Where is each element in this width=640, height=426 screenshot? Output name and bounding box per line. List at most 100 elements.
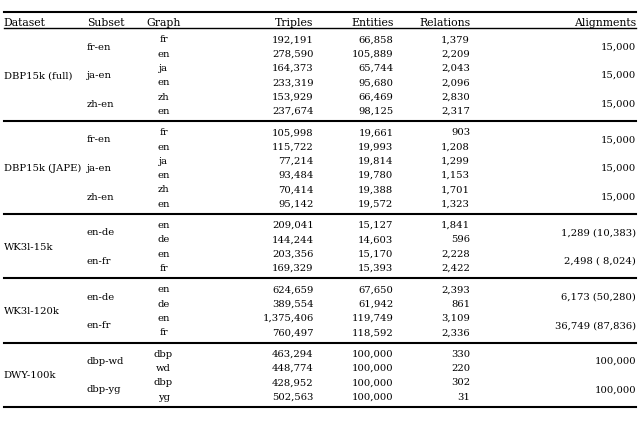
Text: 100,000: 100,000 <box>352 363 394 372</box>
Text: 100,000: 100,000 <box>595 385 636 394</box>
Text: Triples: Triples <box>275 18 314 28</box>
Text: fr: fr <box>159 35 168 44</box>
Text: 1,299: 1,299 <box>441 156 470 165</box>
Text: 2,393: 2,393 <box>442 285 470 294</box>
Text: 1,379: 1,379 <box>441 35 470 44</box>
Text: ja: ja <box>159 64 168 73</box>
Text: en: en <box>157 199 170 208</box>
Text: ja: ja <box>159 156 168 165</box>
Text: 2,096: 2,096 <box>442 78 470 87</box>
Text: en: en <box>157 106 170 115</box>
Text: de: de <box>157 235 170 244</box>
Text: de: de <box>157 299 170 308</box>
Text: 153,929: 153,929 <box>272 92 314 101</box>
Text: 15,000: 15,000 <box>601 164 636 173</box>
Text: 164,373: 164,373 <box>272 64 314 73</box>
Text: 1,323: 1,323 <box>441 199 470 208</box>
Text: 15,000: 15,000 <box>601 43 636 52</box>
Text: zh-en: zh-en <box>87 99 115 109</box>
Text: 15,000: 15,000 <box>601 192 636 201</box>
Text: 31: 31 <box>457 391 470 401</box>
Text: 1,289 (10,383): 1,289 (10,383) <box>561 228 636 237</box>
Text: dbp: dbp <box>154 377 173 386</box>
Text: 65,744: 65,744 <box>358 64 394 73</box>
Text: 624,659: 624,659 <box>272 285 314 294</box>
Text: 2,336: 2,336 <box>442 328 470 337</box>
Text: 1,153: 1,153 <box>441 171 470 180</box>
Text: DWY-100k: DWY-100k <box>4 370 56 379</box>
Text: fr-en: fr-en <box>87 135 111 144</box>
Text: 100,000: 100,000 <box>352 391 394 401</box>
Text: Subset: Subset <box>87 18 124 28</box>
Text: 19,661: 19,661 <box>358 128 394 137</box>
Text: Dataset: Dataset <box>4 18 46 28</box>
Text: 93,484: 93,484 <box>278 171 314 180</box>
Text: 209,041: 209,041 <box>272 221 314 230</box>
Text: 237,674: 237,674 <box>272 106 314 115</box>
Text: fr: fr <box>159 263 168 272</box>
Text: DBP15k (full): DBP15k (full) <box>4 71 72 80</box>
Text: 596: 596 <box>451 235 470 244</box>
Text: 861: 861 <box>451 299 470 308</box>
Text: 2,209: 2,209 <box>442 49 470 58</box>
Text: 428,952: 428,952 <box>272 377 314 386</box>
Text: zh-en: zh-en <box>87 192 115 201</box>
Text: 2,422: 2,422 <box>441 263 470 272</box>
Text: fr: fr <box>159 128 168 137</box>
Text: en: en <box>157 221 170 230</box>
Text: 1,701: 1,701 <box>441 185 470 194</box>
Text: 105,889: 105,889 <box>352 49 394 58</box>
Text: dbp: dbp <box>154 349 173 358</box>
Text: 192,191: 192,191 <box>272 35 314 44</box>
Text: 98,125: 98,125 <box>358 106 394 115</box>
Text: 15,000: 15,000 <box>601 71 636 80</box>
Text: zh: zh <box>157 185 170 194</box>
Text: Alignments: Alignments <box>574 18 636 28</box>
Text: 278,590: 278,590 <box>272 49 314 58</box>
Text: DBP15k (JAPE): DBP15k (JAPE) <box>4 164 81 173</box>
Text: 2,498 ( 8,024): 2,498 ( 8,024) <box>564 256 636 265</box>
Text: 1,375,406: 1,375,406 <box>262 313 314 322</box>
Text: en: en <box>157 49 170 58</box>
Text: en-de: en-de <box>87 228 115 237</box>
Text: en: en <box>157 313 170 322</box>
Text: en: en <box>157 78 170 87</box>
Text: 19,388: 19,388 <box>358 185 394 194</box>
Text: 115,722: 115,722 <box>272 142 314 151</box>
Text: dbp-wd: dbp-wd <box>87 356 124 365</box>
Text: WK3l-120k: WK3l-120k <box>4 306 60 315</box>
Text: 77,214: 77,214 <box>278 156 314 165</box>
Text: WK3l-15k: WK3l-15k <box>4 242 53 251</box>
Text: 67,650: 67,650 <box>358 285 394 294</box>
Text: 19,993: 19,993 <box>358 142 394 151</box>
Text: 1,208: 1,208 <box>441 142 470 151</box>
Text: en-fr: en-fr <box>87 256 111 265</box>
Text: 2,317: 2,317 <box>441 106 470 115</box>
Text: en: en <box>157 249 170 258</box>
Text: 203,356: 203,356 <box>272 249 314 258</box>
Text: 389,554: 389,554 <box>272 299 314 308</box>
Text: 19,572: 19,572 <box>358 199 394 208</box>
Text: yg: yg <box>157 391 170 401</box>
Text: 15,393: 15,393 <box>358 263 394 272</box>
Text: 502,563: 502,563 <box>272 391 314 401</box>
Text: 19,780: 19,780 <box>358 171 394 180</box>
Text: 66,469: 66,469 <box>358 92 394 101</box>
Text: 220: 220 <box>451 363 470 372</box>
Text: en: en <box>157 142 170 151</box>
Text: 61,942: 61,942 <box>358 299 394 308</box>
Text: 15,170: 15,170 <box>358 249 394 258</box>
Text: 100,000: 100,000 <box>352 349 394 358</box>
Text: 70,414: 70,414 <box>278 185 314 194</box>
Text: en: en <box>157 285 170 294</box>
Text: 330: 330 <box>451 349 470 358</box>
Text: 95,142: 95,142 <box>278 199 314 208</box>
Text: 760,497: 760,497 <box>272 328 314 337</box>
Text: 2,830: 2,830 <box>442 92 470 101</box>
Text: 302: 302 <box>451 377 470 386</box>
Text: 66,858: 66,858 <box>358 35 394 44</box>
Text: 19,814: 19,814 <box>358 156 394 165</box>
Text: ja-en: ja-en <box>87 164 112 173</box>
Text: 169,329: 169,329 <box>272 263 314 272</box>
Text: Entities: Entities <box>351 18 394 28</box>
